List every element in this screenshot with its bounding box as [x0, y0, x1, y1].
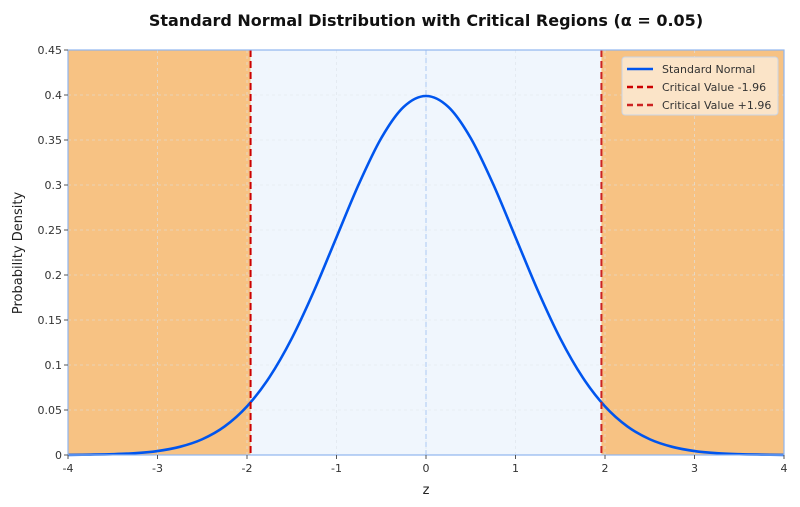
x-tick-label: -4: [63, 462, 74, 475]
legend-label: Critical Value -1.96: [662, 81, 766, 94]
legend-label: Critical Value +1.96: [662, 99, 771, 112]
standard-normal-curve: [67, 94, 785, 457]
y-axis-label: Probability Density: [11, 192, 26, 315]
y-tick-label: 0.25: [38, 224, 63, 237]
x-axis-label: z: [423, 483, 430, 498]
y-tick-label: 0.15: [38, 314, 63, 327]
legend: Standard Normal Critical Value -1.96 Criti…: [621, 56, 779, 116]
critical-region: [68, 50, 251, 455]
critical-region: [601, 50, 784, 455]
y-tick-label: 0.3: [45, 179, 63, 192]
y-tick-label: 0: [55, 449, 62, 462]
x-tick-label: -3: [152, 462, 163, 475]
y-tick-label: 0.1: [45, 359, 63, 372]
x-tick-label: -2: [242, 462, 253, 475]
legend-box: [621, 56, 779, 116]
y-tick-label: 0.05: [38, 404, 63, 417]
x-tick-label: 0: [423, 462, 430, 475]
legend-label: Standard Normal: [662, 63, 755, 76]
y-tick-label: 0.4: [45, 89, 63, 102]
y-tick-label: 0.35: [38, 134, 63, 147]
y-tick-label: 0.45: [38, 44, 63, 57]
x-tick-label: 3: [691, 462, 698, 475]
x-tick-label: -1: [331, 462, 342, 475]
x-tick-label: 2: [602, 462, 609, 475]
chart-title: Standard Normal Distribution with Critic…: [149, 11, 703, 30]
x-tick-label: 1: [512, 462, 519, 475]
x-tick-label: 4: [781, 462, 788, 475]
y-tick-label: 0.2: [45, 269, 63, 282]
